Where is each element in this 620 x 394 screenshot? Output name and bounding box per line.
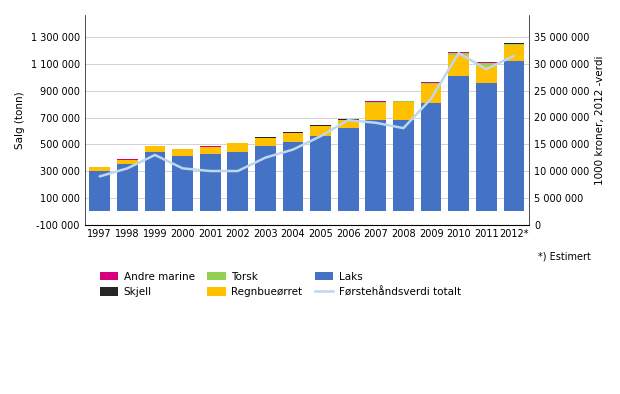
Bar: [476, 83, 497, 211]
Bar: [448, 52, 469, 53]
Bar: [421, 83, 441, 84]
Bar: [228, 152, 248, 211]
Bar: [503, 45, 525, 61]
Bar: [393, 102, 414, 120]
Bar: [172, 156, 193, 211]
Bar: [365, 101, 386, 102]
Bar: [365, 102, 386, 103]
Bar: [144, 152, 166, 211]
Bar: [476, 63, 497, 66]
Bar: [89, 167, 110, 171]
Bar: [338, 120, 358, 128]
Bar: [255, 146, 276, 211]
Bar: [117, 160, 138, 164]
Bar: [172, 149, 193, 156]
Text: *) Estimert: *) Estimert: [538, 252, 591, 262]
Y-axis label: 1000 kroner, 2012 -verdi: 1000 kroner, 2012 -verdi: [595, 55, 605, 184]
Bar: [117, 164, 138, 211]
Bar: [200, 147, 221, 154]
Bar: [255, 138, 276, 146]
Bar: [365, 120, 386, 211]
Bar: [393, 100, 414, 101]
Bar: [503, 61, 525, 211]
Bar: [476, 66, 497, 83]
Bar: [338, 128, 358, 211]
Bar: [144, 146, 166, 152]
Legend: Andre marine, Skjell, Torsk, Regnbueørret, Laks, Førstehåndsverdi totalt: Andre marine, Skjell, Torsk, Regnbueørre…: [100, 272, 461, 297]
Bar: [365, 103, 386, 120]
Bar: [393, 120, 414, 211]
Bar: [421, 82, 441, 83]
Bar: [503, 44, 525, 45]
Bar: [228, 143, 248, 152]
Bar: [200, 154, 221, 211]
Bar: [421, 103, 441, 211]
Bar: [448, 53, 469, 56]
Bar: [310, 136, 331, 211]
Bar: [421, 84, 441, 103]
Bar: [283, 142, 303, 211]
Bar: [89, 171, 110, 211]
Bar: [310, 126, 331, 136]
Bar: [283, 132, 303, 142]
Y-axis label: Salg (tonn): Salg (tonn): [15, 91, 25, 149]
Bar: [393, 101, 414, 102]
Bar: [448, 56, 469, 76]
Bar: [448, 76, 469, 211]
